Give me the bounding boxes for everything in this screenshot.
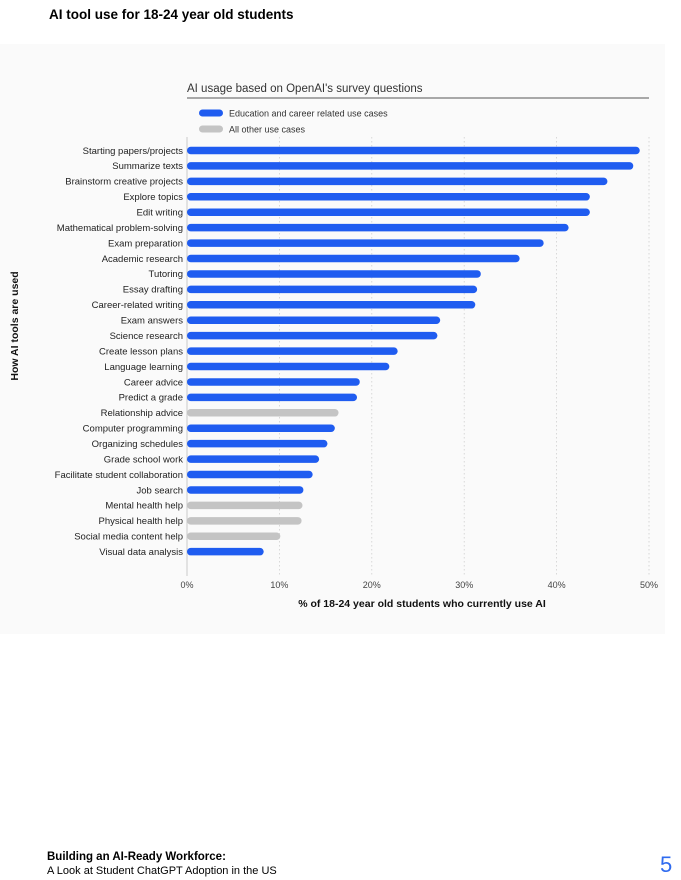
category-label-3: Explore topics <box>123 192 183 203</box>
bar-23 <box>187 501 303 510</box>
bar-4 <box>187 208 590 216</box>
bar-18 <box>187 424 335 432</box>
bar-5 <box>187 223 569 232</box>
bar-26 <box>187 547 264 556</box>
legend: Education and career related use cases Al… <box>199 109 388 135</box>
bar-19 <box>187 439 328 448</box>
chart-panel: AI usage based on OpenAI's survey questi… <box>0 44 665 634</box>
category-label-21: Facilitate student collaboration <box>55 470 183 481</box>
category-label-10: Career-related writing <box>92 300 183 311</box>
category-label-8: Tutoring <box>149 269 184 280</box>
bar-6 <box>187 239 544 247</box>
category-label-17: Relationship advice <box>101 408 183 419</box>
category-label-13: Create lesson plans <box>99 346 183 357</box>
x-tick-4: 40% <box>548 580 566 590</box>
bar-1 <box>187 162 634 170</box>
category-label-7: Academic research <box>102 254 183 265</box>
category-label-23: Mental health help <box>105 501 183 512</box>
category-label-20: Grade school work <box>104 454 183 465</box>
footer-subtitle: A Look at Student ChatGPT Adoption in th… <box>47 865 277 877</box>
category-label-12: Science research <box>110 331 183 342</box>
legend-label-0: Education and career related use cases <box>229 109 388 119</box>
x-tick-labels: 0% 10% 20% 30% 40% 50% <box>180 580 658 590</box>
x-tick-1: 10% <box>270 580 288 590</box>
chart-title: AI usage based on OpenAI's survey questi… <box>187 83 423 95</box>
legend-label-1: All other use cases <box>229 125 306 135</box>
category-label-19: Organizing schedules <box>92 439 184 450</box>
y-axis-label: How AI tools are used <box>9 271 21 380</box>
bars <box>187 146 640 556</box>
bar-21 <box>187 470 313 479</box>
page-title: AI tool use for 18-24 year old students <box>49 7 294 22</box>
bar-20 <box>187 455 320 463</box>
bar-9 <box>187 285 478 294</box>
bar-3 <box>187 193 590 201</box>
bar-24 <box>187 517 302 525</box>
category-label-14: Language learning <box>104 362 183 373</box>
bar-2 <box>187 177 608 186</box>
category-label-24: Physical health help <box>99 516 184 527</box>
bar-7 <box>187 254 520 263</box>
footer-title: Building an AI-Ready Workforce: <box>47 851 226 863</box>
bar-chart: AI usage based on OpenAI's survey questi… <box>9 83 658 610</box>
bar-10 <box>187 301 476 309</box>
category-label-6: Exam preparation <box>108 238 183 249</box>
category-label-11: Exam answers <box>121 316 184 327</box>
category-label-22: Job search <box>137 485 183 496</box>
bar-14 <box>187 362 390 371</box>
category-label-2: Brainstorm creative projects <box>65 177 183 188</box>
x-tick-3: 30% <box>455 580 473 590</box>
legend-swatch-1 <box>199 125 223 133</box>
bar-0 <box>187 146 640 155</box>
bar-22 <box>187 486 304 494</box>
bar-13 <box>187 347 398 355</box>
category-label-25: Social media content help <box>74 532 183 543</box>
bar-11 <box>187 316 441 324</box>
category-label-16: Predict a grade <box>119 393 183 404</box>
category-label-4: Edit writing <box>137 208 183 219</box>
category-labels: Starting papers/projects Summarize texts B… <box>55 146 184 558</box>
bar-8 <box>187 270 481 278</box>
x-tick-5: 50% <box>640 580 658 590</box>
bar-12 <box>187 331 438 340</box>
bar-25 <box>187 532 281 540</box>
category-label-18: Computer programming <box>83 424 183 435</box>
bar-16 <box>187 393 358 402</box>
category-label-1: Summarize texts <box>112 161 183 172</box>
bar-15 <box>187 378 360 386</box>
category-label-5: Mathematical problem-solving <box>57 223 183 234</box>
x-tick-2: 20% <box>363 580 381 590</box>
bar-17 <box>187 409 339 417</box>
category-label-9: Essay drafting <box>123 285 183 296</box>
legend-swatch-0 <box>199 109 223 117</box>
x-axis-label: % of 18-24 year old students who current… <box>298 598 546 610</box>
x-tick-0: 0% <box>180 580 193 590</box>
category-label-15: Career advice <box>124 377 183 388</box>
category-label-26: Visual data analysis <box>99 547 183 558</box>
grid <box>186 137 650 576</box>
page-number: 5 <box>660 852 673 877</box>
category-label-0: Starting papers/projects <box>83 146 184 157</box>
